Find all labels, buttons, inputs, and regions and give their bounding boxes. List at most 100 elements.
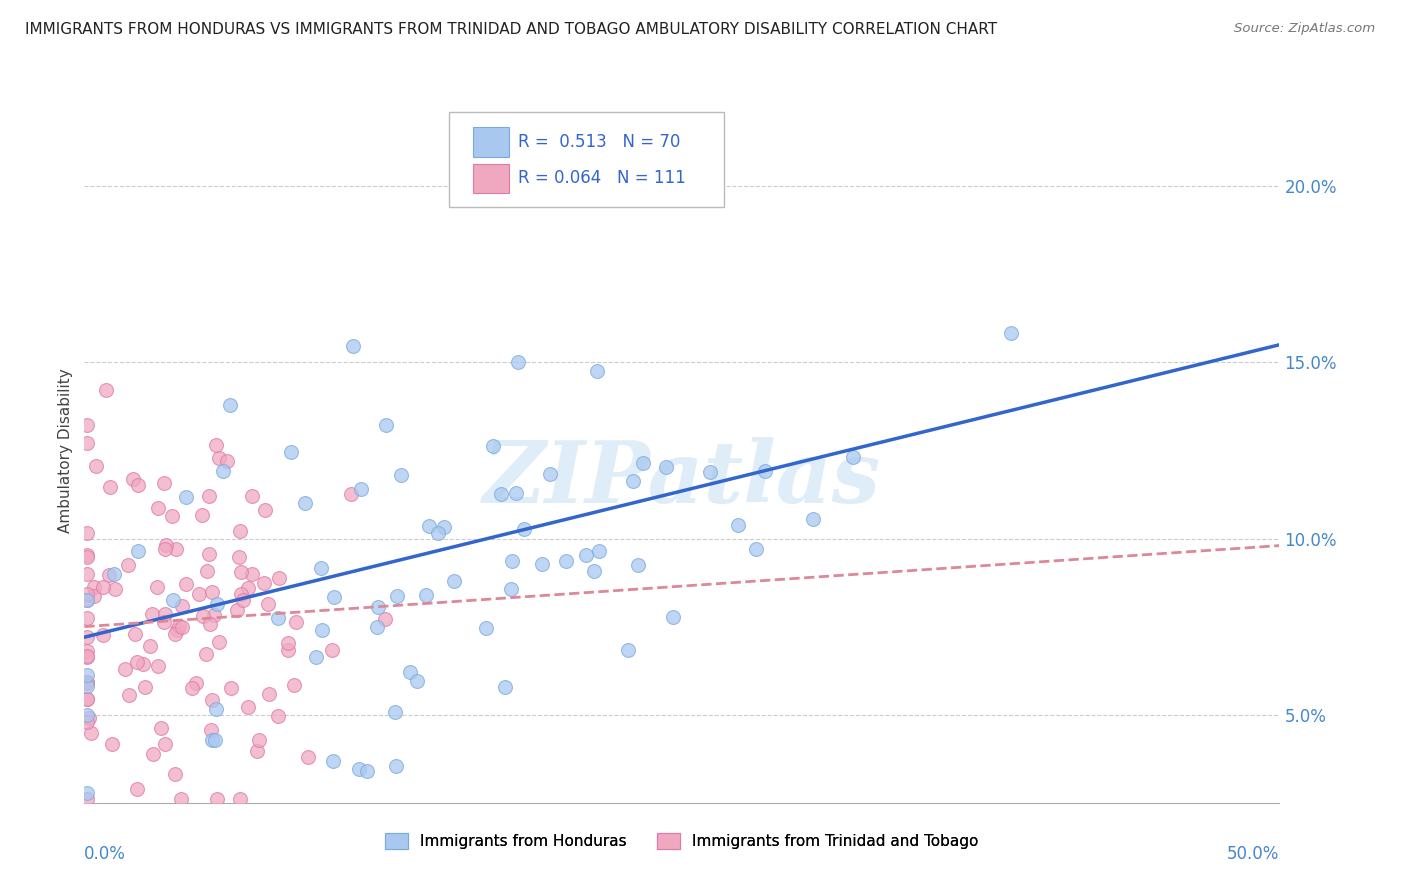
- Point: [342, 339, 364, 353]
- Point: [418, 518, 440, 533]
- Point: [432, 519, 454, 533]
- Point: [153, 541, 176, 556]
- Point: [148, 501, 170, 516]
- Point: [76, 587, 98, 601]
- FancyBboxPatch shape: [472, 163, 509, 194]
- Point: [231, 566, 253, 580]
- Point: [197, 564, 219, 578]
- Point: [582, 564, 605, 578]
- Point: [125, 655, 148, 669]
- Point: [506, 355, 529, 369]
- Point: [374, 612, 396, 626]
- Point: [188, 587, 211, 601]
- Point: [415, 588, 437, 602]
- Point: [267, 611, 290, 625]
- Point: [205, 438, 228, 452]
- Point: [475, 621, 498, 635]
- Point: [257, 597, 280, 611]
- Point: [311, 560, 333, 574]
- Point: [84, 458, 107, 473]
- Point: [201, 693, 224, 707]
- Point: [132, 657, 155, 671]
- Text: Source: ZipAtlas.com: Source: ZipAtlas.com: [1234, 22, 1375, 36]
- Point: [160, 508, 183, 523]
- Point: [165, 541, 187, 556]
- Point: [76, 436, 98, 450]
- Point: [754, 464, 776, 478]
- Point: [141, 607, 163, 621]
- Point: [205, 597, 228, 611]
- Point: [76, 676, 98, 690]
- Point: [170, 599, 193, 613]
- Point: [654, 459, 676, 474]
- Point: [117, 558, 139, 572]
- Point: [699, 466, 721, 480]
- Point: [588, 543, 610, 558]
- Point: [163, 627, 186, 641]
- Point: [134, 680, 156, 694]
- Point: [208, 451, 231, 466]
- Point: [340, 487, 363, 501]
- Point: [76, 593, 98, 607]
- Point: [76, 786, 98, 800]
- Point: [277, 643, 299, 657]
- Point: [201, 732, 224, 747]
- Point: [76, 550, 98, 565]
- Point: [198, 489, 221, 503]
- Point: [198, 548, 221, 562]
- Point: [494, 680, 516, 694]
- Point: [246, 744, 269, 758]
- Point: [384, 759, 406, 773]
- Point: [226, 602, 249, 616]
- Point: [384, 705, 406, 719]
- Point: [621, 474, 644, 488]
- Text: ZIPatlas: ZIPatlas: [482, 437, 882, 520]
- Point: [122, 472, 145, 486]
- Point: [76, 679, 98, 693]
- Point: [118, 688, 141, 702]
- Point: [76, 630, 98, 644]
- Point: [586, 364, 609, 378]
- Point: [231, 587, 253, 601]
- Point: [96, 383, 118, 397]
- Point: [186, 675, 208, 690]
- Point: [727, 518, 749, 533]
- Text: R = 0.064   N = 111: R = 0.064 N = 111: [519, 169, 686, 187]
- Point: [366, 620, 388, 634]
- Point: [385, 589, 408, 603]
- Point: [169, 619, 191, 633]
- Point: [205, 701, 228, 715]
- Point: [127, 543, 149, 558]
- Point: [842, 450, 865, 464]
- Point: [205, 792, 228, 806]
- Point: [83, 589, 105, 603]
- Point: [98, 480, 121, 494]
- Point: [76, 649, 98, 664]
- Point: [146, 659, 169, 673]
- FancyBboxPatch shape: [472, 127, 509, 157]
- Point: [375, 417, 398, 432]
- Point: [150, 722, 173, 736]
- Point: [321, 643, 343, 657]
- Point: [155, 607, 177, 621]
- Point: [212, 464, 235, 478]
- Point: [191, 508, 214, 523]
- Point: [240, 567, 263, 582]
- Point: [153, 737, 176, 751]
- Point: [91, 580, 114, 594]
- Point: [93, 628, 115, 642]
- Point: [76, 417, 98, 432]
- Point: [232, 593, 254, 607]
- Point: [399, 665, 422, 680]
- Point: [104, 582, 127, 597]
- Point: [76, 792, 98, 806]
- Point: [482, 439, 505, 453]
- Point: [405, 674, 427, 689]
- Point: [228, 549, 250, 564]
- Point: [76, 674, 98, 689]
- Point: [254, 502, 277, 516]
- Point: [801, 512, 824, 526]
- Point: [83, 580, 105, 594]
- Point: [277, 636, 299, 650]
- Point: [236, 699, 259, 714]
